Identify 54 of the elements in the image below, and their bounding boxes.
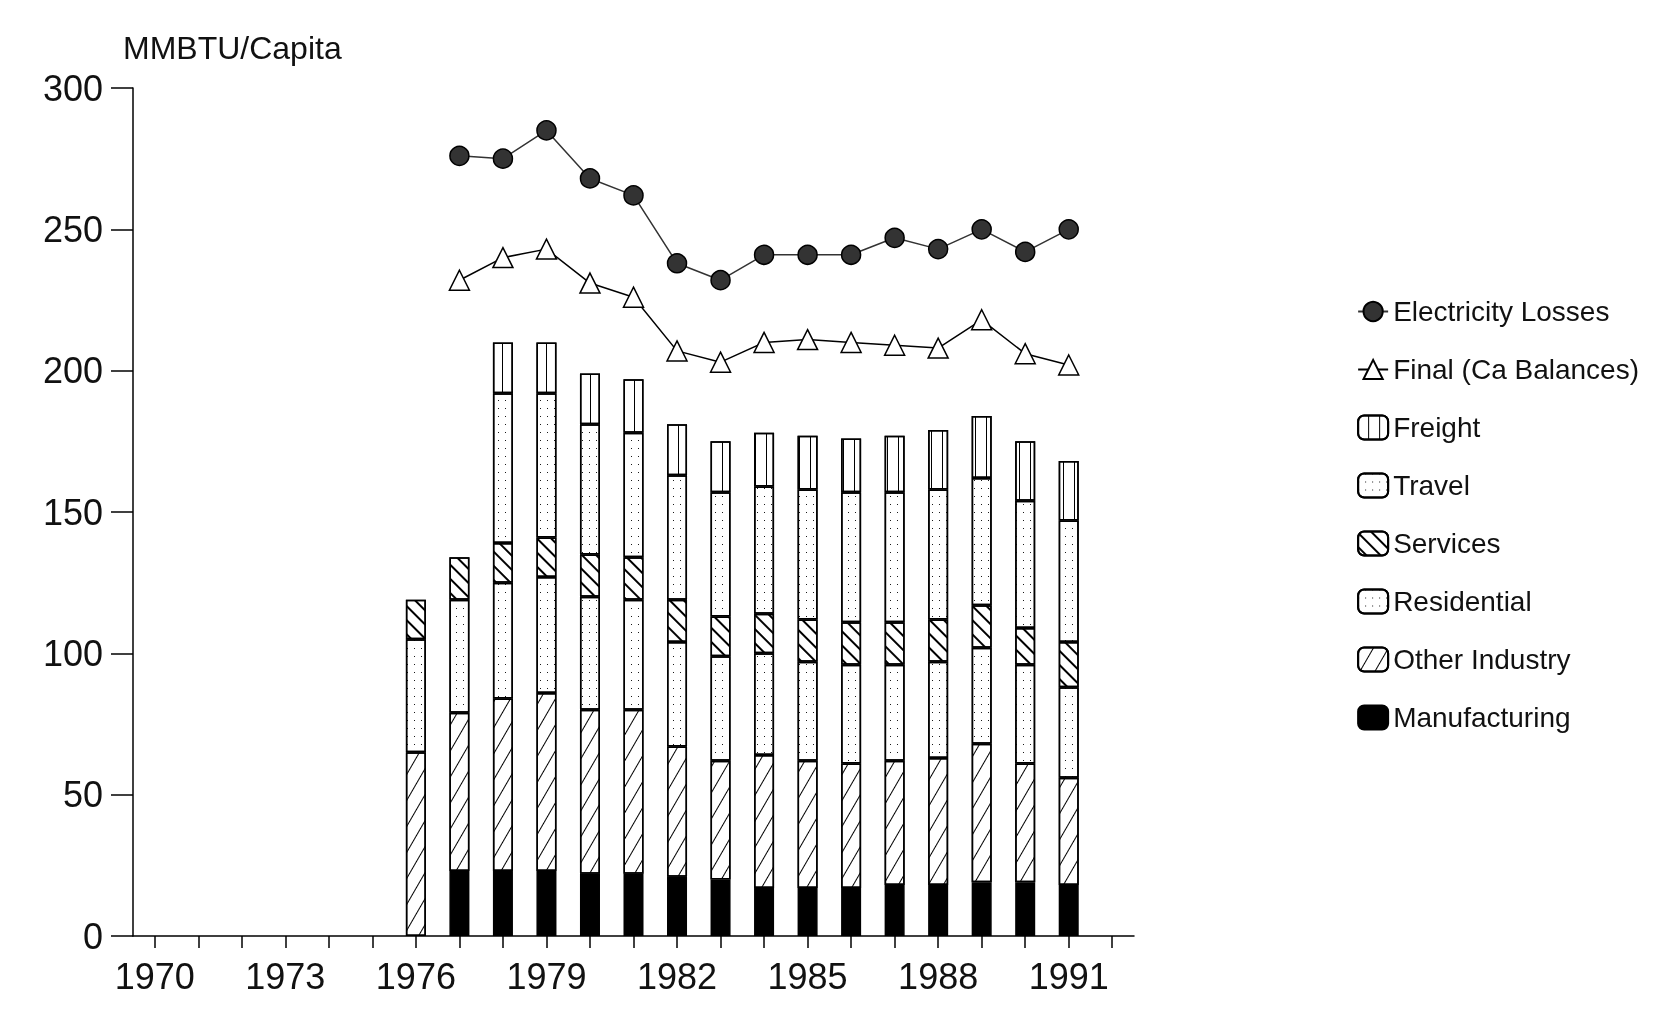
point <box>1057 354 1080 376</box>
point <box>884 227 905 249</box>
point <box>1014 241 1036 263</box>
point <box>796 328 819 351</box>
x-tick-label: 1970 <box>114 955 195 997</box>
y-tick-label: 200 <box>42 350 103 392</box>
legend-label: Electricity Losses <box>1393 296 1610 327</box>
point <box>970 309 993 331</box>
point <box>753 331 775 354</box>
point <box>622 286 645 308</box>
y-tick-label: 300 <box>42 67 103 109</box>
x-tick-label: 1991 <box>1028 955 1109 997</box>
legend-label: Manufacturing <box>1393 702 1571 733</box>
y-axis-title: MMBTU/Capita <box>123 30 342 66</box>
x-tick-label: 1982 <box>636 955 718 997</box>
point <box>666 340 688 362</box>
point <box>1014 342 1036 365</box>
legend-label: Travel <box>1393 470 1470 501</box>
point <box>883 334 906 356</box>
point <box>449 145 470 167</box>
y-tick-label: 150 <box>42 491 103 533</box>
point <box>579 272 601 294</box>
legend-label: Freight <box>1393 412 1481 443</box>
x-tick-label: 1973 <box>245 955 326 997</box>
point <box>753 244 775 266</box>
legend-label: Final (Ca Balances) <box>1393 354 1639 385</box>
y-tick-label: 50 <box>62 774 103 816</box>
point <box>709 351 732 373</box>
x-tick-label: 1985 <box>767 955 848 997</box>
point <box>840 244 862 266</box>
point <box>1058 219 1079 240</box>
legend-label: Services <box>1393 528 1501 559</box>
y-tick-label: 100 <box>42 632 103 674</box>
x-tick-label: 1988 <box>898 955 979 997</box>
point <box>971 219 992 240</box>
point <box>536 120 557 141</box>
point <box>710 269 731 291</box>
point <box>579 168 601 189</box>
point <box>797 244 818 266</box>
y-tick-label: 250 <box>42 208 103 250</box>
x-tick-label: 1979 <box>506 955 587 997</box>
legend-label: Other Industry <box>1393 644 1571 675</box>
point <box>666 253 688 274</box>
x-tick-label: 1976 <box>375 955 456 997</box>
point <box>448 269 471 291</box>
point <box>840 331 862 354</box>
legend-label: Residential <box>1393 586 1532 617</box>
point <box>492 246 514 269</box>
point <box>535 238 558 260</box>
point <box>492 148 514 169</box>
point <box>927 238 949 260</box>
y-tick-label: 0 <box>82 915 103 957</box>
point <box>927 337 949 359</box>
point <box>623 185 644 206</box>
